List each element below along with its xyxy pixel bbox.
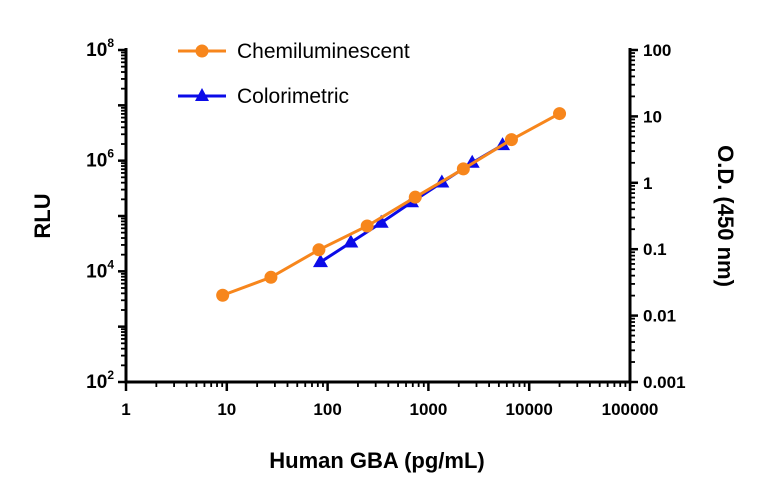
y-tick-label: 104 <box>86 257 114 282</box>
series-line-chemiluminescent <box>222 112 561 297</box>
x-tick-label: 1 <box>121 400 130 419</box>
x-tick-label: 10000 <box>506 400 553 419</box>
y2-tick-label: 0.01 <box>643 307 676 326</box>
y-tick-label: 106 <box>86 147 114 172</box>
data-point-colorimetric <box>312 254 328 268</box>
x-tick-label: 100 <box>313 400 341 419</box>
axes: 1 10 100 1000 10000 100000 102 104 106 108 0.001 0.… <box>86 36 685 419</box>
y-tick-label: 102 <box>86 368 114 393</box>
y2-tick-label: 1 <box>643 174 652 193</box>
data-point-chemiluminescent <box>216 288 230 302</box>
data-point-chemiluminescent <box>553 107 567 121</box>
legend-marker-colorimetric <box>195 88 209 101</box>
legend: Chemiluminescent Colorimetric <box>178 40 410 108</box>
data-point-chemiluminescent <box>312 243 326 257</box>
y-tick-label: 108 <box>86 36 114 61</box>
y2-tick-label: 10 <box>643 107 662 126</box>
data-point-chemiluminescent <box>360 219 374 233</box>
data-point-chemiluminescent <box>408 190 422 204</box>
legend-label-colorimetric: Colorimetric <box>237 85 349 108</box>
data-point-colorimetric <box>343 234 359 248</box>
y-axis-label: RLU <box>30 193 55 238</box>
x-tick-label: 100000 <box>602 400 659 419</box>
legend-marker-chemiluminescent <box>195 44 209 58</box>
data-point-chemiluminescent <box>456 162 470 176</box>
y2-tick-label: 0.001 <box>643 373 686 392</box>
x-axis-label: Human GBA (pg/mL) <box>269 448 485 473</box>
data-point-colorimetric <box>373 214 389 228</box>
x-tick-label: 10 <box>217 400 236 419</box>
y2-tick-label: 0.1 <box>643 240 667 259</box>
y2-tick-label: 100 <box>643 41 671 60</box>
data-point-chemiluminescent <box>264 270 278 284</box>
y2-axis-label: O.D. (450 nm) <box>713 145 738 287</box>
x-tick-label: 1000 <box>409 400 447 419</box>
legend-label-chemiluminescent: Chemiluminescent <box>237 40 410 63</box>
data-point-chemiluminescent <box>504 133 518 147</box>
series-layer <box>216 107 567 302</box>
